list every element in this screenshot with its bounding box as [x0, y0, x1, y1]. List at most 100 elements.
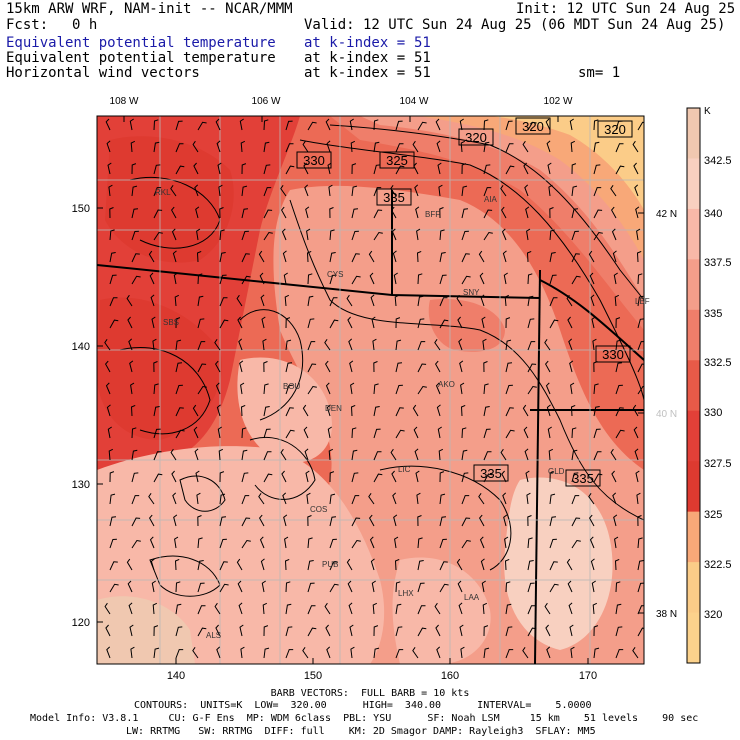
wind-barb	[459, 360, 464, 373]
wind-barb	[239, 624, 244, 637]
field-k: 51	[414, 65, 431, 81]
wind-barb	[391, 228, 397, 241]
wind-barb	[149, 536, 155, 549]
wind-barb	[170, 206, 177, 219]
wind-barb	[591, 580, 596, 593]
colorbar-segment	[687, 158, 700, 210]
wind-barb	[219, 252, 226, 263]
y-tick-label: 120	[72, 617, 90, 629]
wind-barb	[439, 297, 448, 307]
wind-barb	[351, 472, 359, 483]
wind-barb	[571, 495, 580, 505]
wind-barb	[153, 119, 159, 131]
field-name: Equivalent potential temperature	[6, 35, 276, 51]
wind-barb	[501, 470, 507, 483]
wind-barb	[395, 120, 403, 131]
wind-barb	[591, 316, 596, 329]
wind-barb	[238, 338, 243, 351]
wind-barb	[461, 539, 471, 549]
lat-label: 40 N	[656, 409, 677, 420]
wind-barb	[130, 140, 136, 153]
wind-barb	[417, 295, 424, 307]
wind-barb	[526, 492, 531, 505]
wind-barb	[592, 338, 597, 351]
wind-barb	[238, 602, 243, 615]
wind-barb	[349, 118, 354, 131]
wind-barb	[500, 185, 507, 197]
wind-barb	[153, 361, 158, 373]
wind-barb	[439, 252, 446, 263]
wind-barb	[549, 252, 556, 263]
wind-barb	[500, 206, 507, 219]
wind-barb	[611, 228, 617, 241]
wind-barb	[197, 273, 203, 285]
wind-barb	[373, 473, 383, 483]
wind-barb	[568, 602, 573, 615]
wind-barb	[546, 140, 551, 153]
wind-barb	[569, 624, 574, 637]
wind-barb	[130, 382, 135, 395]
wind-barb	[613, 272, 618, 285]
wind-barb	[237, 316, 243, 329]
wind-barb	[306, 250, 312, 263]
wind-barb	[173, 514, 178, 527]
wind-barb	[636, 228, 641, 241]
station-label: BFF	[425, 210, 440, 219]
wind-barb	[219, 471, 225, 483]
wind-barb	[108, 448, 114, 461]
wind-barb	[175, 429, 185, 439]
wind-barb	[545, 382, 551, 395]
wind-barb	[593, 164, 601, 175]
wind-barb	[307, 385, 317, 395]
wind-barb	[281, 228, 287, 241]
wind-barb	[326, 404, 331, 417]
wind-barb	[527, 537, 533, 549]
wind-barb	[637, 560, 644, 571]
wind-barb	[527, 515, 532, 527]
wind-barb	[241, 539, 251, 549]
wind-barb	[171, 228, 177, 241]
wind-barb	[501, 228, 507, 241]
wind-barb	[435, 382, 441, 395]
wind-barb	[612, 492, 617, 505]
wind-barb	[571, 275, 581, 285]
wind-barb	[197, 385, 207, 395]
wind-barb	[637, 582, 644, 593]
wind-barb	[417, 318, 425, 329]
wind-barb	[548, 184, 553, 197]
wind-barb	[153, 625, 159, 637]
wind-barb	[175, 165, 185, 175]
wind-barb	[527, 273, 533, 285]
wind-barb	[175, 362, 183, 373]
wind-barb	[373, 209, 383, 219]
wind-barb	[505, 626, 513, 637]
lon-label: 104 W	[400, 96, 429, 107]
wind-barb	[461, 208, 469, 219]
wind-barb	[193, 162, 199, 175]
wind-barb	[395, 362, 403, 373]
wind-barb	[570, 382, 575, 395]
init-time: Init: 12 UTC Sun 24 Aug 25	[516, 1, 736, 17]
wind-barb	[505, 581, 511, 593]
colorbar-segment	[687, 410, 700, 462]
wind-barb	[589, 536, 595, 549]
wind-barb	[131, 427, 137, 439]
colorbar-unit: K	[704, 106, 711, 117]
wind-barb	[218, 184, 223, 197]
wind-barb	[307, 605, 316, 615]
wind-barb	[637, 363, 644, 373]
wind-barb	[527, 385, 537, 395]
wind-barb	[282, 250, 287, 263]
wind-barb	[373, 119, 379, 131]
wind-barb	[214, 339, 221, 351]
wind-barb	[437, 426, 442, 439]
wind-barb	[197, 363, 207, 373]
lon-label: 106 W	[252, 96, 281, 107]
wind-barb	[129, 360, 134, 373]
colorbar-label: 320	[704, 609, 722, 621]
wind-barb	[104, 360, 111, 373]
wind-barb	[175, 649, 184, 659]
field-k: 51	[414, 35, 431, 51]
wind-barb	[215, 118, 221, 131]
wind-barb	[395, 384, 403, 395]
